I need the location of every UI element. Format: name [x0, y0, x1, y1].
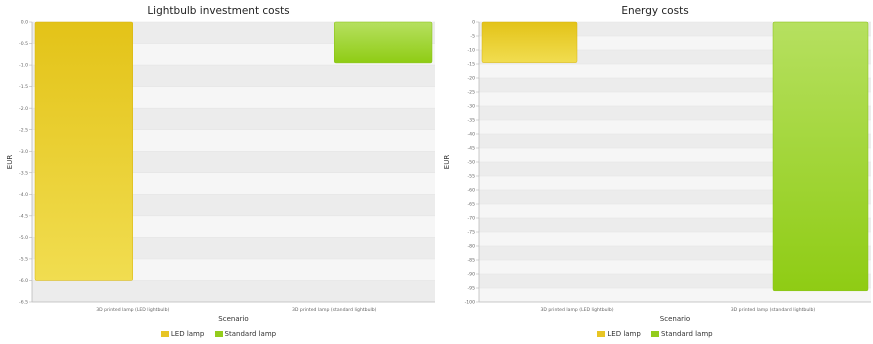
y-tick-label: -80	[467, 244, 475, 250]
x-tick-label: 3D printed lamp (LED lightbulb)	[540, 307, 613, 313]
y-tick-label: -5.0	[19, 235, 28, 241]
y-tick-label: -25	[467, 90, 475, 96]
legend-label: Standard lamp	[661, 330, 713, 338]
chart-title: Energy costs	[621, 5, 689, 17]
y-tick-label: -4.5	[19, 213, 28, 219]
y-tick-label: -55	[467, 174, 475, 180]
y-tick-label: -95	[467, 286, 475, 292]
bar	[481, 21, 578, 63]
y-tick-label: -70	[467, 216, 475, 222]
legend-label: Standard lamp	[224, 330, 277, 338]
y-tick-label: -5.5	[19, 257, 28, 263]
y-tick-label: -10	[467, 48, 475, 54]
investment-costs-chart: Lightbulb investment costs 0.0 -0.5 -1.0 -1…	[0, 5, 437, 338]
x-tick-label: 3D printed lamp (LED lightbulb)	[96, 307, 169, 313]
y-tick-label: -1.0	[19, 63, 28, 69]
y-tick-label: -6.5	[19, 300, 28, 306]
y-tick-label: -50	[467, 160, 475, 166]
legend-swatch-standard	[214, 331, 223, 337]
y-tick-label: -65	[467, 202, 475, 208]
investment-costs-plot: 0.0 -0.5 -1.0 -1.5 -2.0 -2.5 -3.0 -3.5 -4.0 -4.5 -…	[6, 20, 435, 323]
y-tick-label: -4.0	[19, 192, 28, 198]
legend-item-led[interactable]: LED lamp	[597, 330, 641, 338]
legend-label: LED lamp	[607, 330, 641, 338]
y-tick-label: 0	[472, 20, 475, 26]
grid-band	[479, 288, 871, 302]
bar	[34, 21, 133, 281]
chart-title: Lightbulb investment costs	[147, 5, 290, 17]
legend-item-led[interactable]: LED lamp	[160, 330, 205, 338]
y-axis-label: EUR	[6, 155, 14, 170]
legend-label: LED lamp	[170, 330, 205, 338]
y-tick-label: -85	[467, 258, 475, 264]
y-tick-label: -15	[467, 62, 475, 68]
legend: LED lamp Standard lamp	[0, 330, 437, 338]
y-tick-label: -90	[467, 272, 475, 278]
energy-costs-chart: Energy costs 0 -5 -10 -15 -20 -25 -30 -35 -40 -45…	[437, 0, 873, 344]
y-tick-label: -30	[467, 104, 475, 110]
y-tick-label: -75	[467, 230, 475, 236]
legend-item-standard[interactable]: Standard lamp	[651, 330, 713, 338]
bar	[772, 21, 869, 292]
y-tick-label: -3.0	[19, 149, 28, 155]
y-tick-label: 0.0	[21, 20, 28, 26]
energy-costs-plot: 0 -5 -10 -15 -20 -25 -30 -35 -40 -45 -50 -55 -60 -65 -…	[443, 20, 871, 323]
legend-swatch-led	[597, 331, 606, 337]
y-axis-label: EUR	[443, 155, 451, 170]
y-tick-label: -6.0	[19, 278, 28, 284]
legend-swatch-led	[160, 331, 169, 337]
bar	[334, 21, 433, 64]
grid-band	[32, 280, 435, 302]
y-tick-label: -35	[467, 118, 475, 124]
y-tick-label: -40	[467, 132, 475, 138]
y-tick-label: -0.5	[19, 41, 28, 47]
legend: LED lamp Standard lamp	[437, 330, 873, 338]
y-tick-label: -60	[467, 188, 475, 194]
x-tick-label: 3D printed lamp (standard lightbulb)	[292, 307, 377, 313]
y-tick-label: -5	[470, 34, 475, 40]
y-tick-label: -2.5	[19, 127, 28, 133]
y-tick-label: -2.0	[19, 106, 28, 112]
legend-item-standard[interactable]: Standard lamp	[214, 330, 277, 338]
y-tick-label: -1.5	[19, 84, 28, 90]
legend-swatch-standard	[651, 331, 660, 337]
x-axis-label: Scenario	[218, 315, 248, 323]
x-tick-label: 3D printed lamp (standard lightbulb)	[731, 307, 816, 313]
y-tick-label: -3.5	[19, 170, 28, 176]
y-tick-label: -45	[467, 146, 475, 152]
x-axis-label: Scenario	[660, 315, 690, 323]
y-tick-label: -20	[467, 76, 475, 82]
y-tick-label: -100	[465, 300, 476, 306]
